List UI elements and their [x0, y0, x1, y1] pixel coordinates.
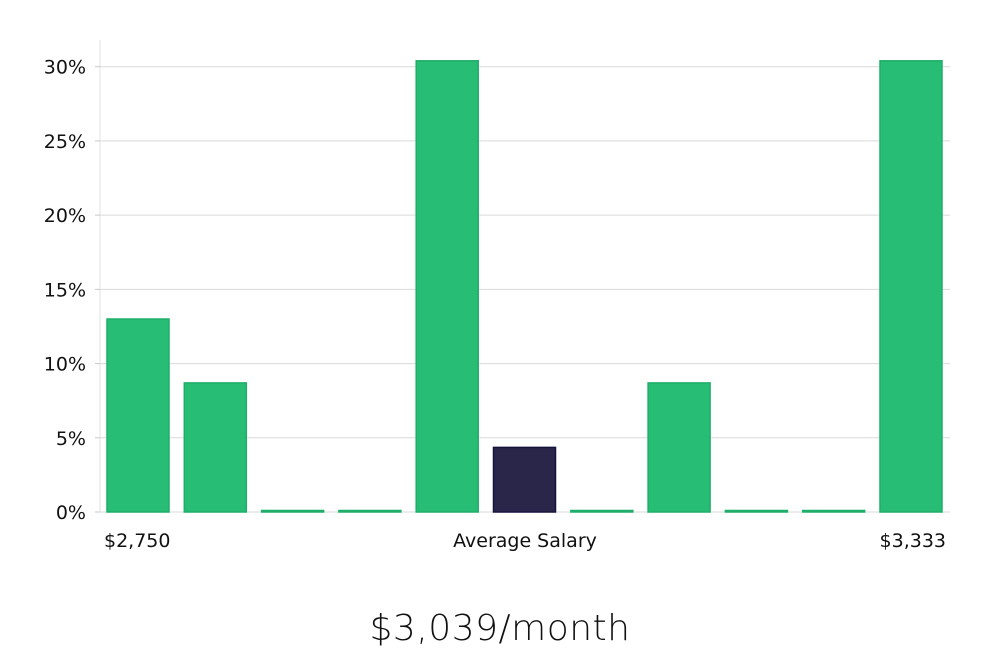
y-tick-label: 5%	[56, 428, 86, 450]
x-axis-title: Average Salary	[453, 530, 597, 552]
y-tick-label: 25%	[44, 131, 86, 153]
bar	[801, 509, 866, 513]
x-max-label: $3,333	[880, 530, 946, 552]
bar	[338, 509, 402, 513]
y-tick-label: 10%	[44, 354, 86, 376]
y-tick-label: 0%	[56, 502, 86, 524]
y-tick-label: 15%	[44, 279, 86, 301]
bar	[879, 60, 943, 513]
bar	[106, 318, 170, 513]
bar	[260, 509, 325, 513]
bar	[724, 509, 789, 513]
bar	[415, 60, 479, 513]
average-salary-value: $3,039/month	[369, 608, 631, 649]
bar	[183, 382, 248, 513]
y-tick-label: 20%	[44, 205, 86, 227]
bar-average-salary	[492, 446, 557, 513]
y-tick-label: 30%	[44, 57, 86, 79]
salary-histogram: 0% 5% 10% 15% 20% 25% 30% $2,750 Average Salar…	[44, 40, 950, 552]
bar	[570, 509, 634, 513]
x-min-label: $2,750	[104, 530, 170, 552]
bar	[647, 382, 711, 513]
